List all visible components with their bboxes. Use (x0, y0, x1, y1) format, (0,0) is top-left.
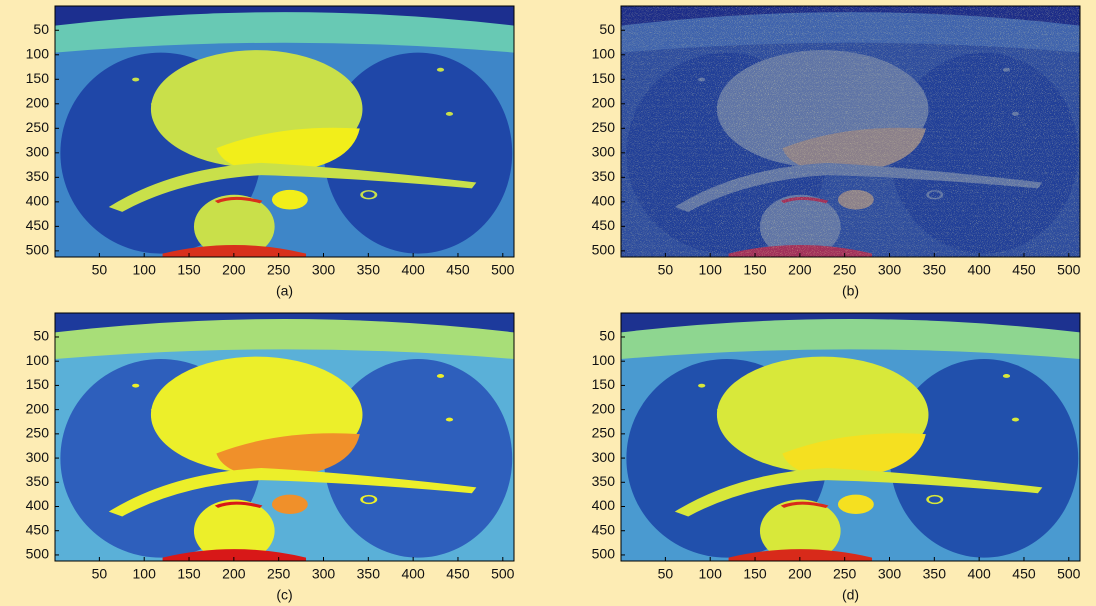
x-tick-label: 400 (967, 566, 991, 582)
x-tick-label: 150 (743, 566, 767, 582)
y-tick-label: 300 (26, 449, 50, 465)
x-tick-label: 150 (177, 262, 201, 278)
y-tick-label: 400 (26, 497, 50, 513)
x-tick-label: 350 (357, 566, 381, 582)
y-tick-label: 250 (26, 425, 50, 441)
x-tick-label: 500 (491, 566, 515, 582)
panel-caption: (b) (842, 283, 859, 299)
scan-image (55, 313, 514, 562)
x-tick-label: 50 (658, 262, 674, 278)
y-tick-label: 350 (592, 168, 616, 184)
x-tick-label: 150 (743, 262, 767, 278)
y-tick-label: 150 (592, 70, 616, 86)
panel-caption: (c) (276, 587, 292, 603)
y-tick-label: 500 (26, 242, 50, 258)
x-tick-label: 150 (177, 566, 201, 582)
x-tick-label: 300 (312, 262, 336, 278)
y-tick-label: 450 (26, 217, 50, 233)
x-tick-label: 500 (1057, 566, 1081, 582)
y-tick-label: 300 (592, 449, 616, 465)
x-tick-label: 250 (833, 566, 857, 582)
y-tick-label: 450 (26, 521, 50, 537)
x-tick-label: 400 (401, 566, 425, 582)
y-tick-label: 150 (26, 70, 50, 86)
y-tick-label: 50 (599, 21, 615, 37)
x-tick-label: 100 (133, 262, 157, 278)
y-tick-label: 50 (33, 328, 49, 344)
x-tick-label: 250 (267, 566, 291, 582)
x-tick-label: 50 (92, 262, 108, 278)
x-tick-label: 450 (446, 262, 470, 278)
x-tick-label: 100 (699, 566, 723, 582)
x-tick-label: 500 (491, 262, 515, 278)
x-tick-label: 450 (446, 566, 470, 582)
x-tick-label: 200 (222, 262, 246, 278)
x-tick-label: 500 (1057, 262, 1081, 278)
y-tick-label: 50 (33, 21, 49, 37)
x-tick-label: 350 (923, 566, 947, 582)
x-tick-label: 450 (1012, 566, 1036, 582)
x-tick-label: 200 (222, 566, 246, 582)
y-tick-label: 500 (26, 546, 50, 562)
y-tick-label: 300 (592, 144, 616, 160)
y-tick-label: 150 (26, 376, 50, 392)
x-tick-label: 50 (658, 566, 674, 582)
y-tick-label: 500 (592, 546, 616, 562)
panel-caption: (d) (842, 587, 859, 603)
figure: 50 100 150 200 250 300 350 400 450 500 50 100 150 200… (0, 0, 1096, 606)
x-tick-label: 300 (878, 262, 902, 278)
y-tick-label: 400 (26, 193, 50, 209)
x-tick-label: 450 (1012, 262, 1036, 278)
y-tick-label: 400 (592, 497, 616, 513)
y-tick-label: 250 (592, 425, 616, 441)
y-tick-label: 100 (592, 352, 616, 368)
y-tick-label: 250 (592, 119, 616, 135)
y-tick-label: 200 (26, 400, 50, 416)
x-tick-label: 300 (312, 566, 336, 582)
scan-image (621, 313, 1080, 562)
y-tick-label: 200 (26, 95, 50, 111)
x-tick-label: 250 (833, 262, 857, 278)
x-tick-label: 250 (267, 262, 291, 278)
x-tick-label: 100 (133, 566, 157, 582)
y-tick-label: 450 (592, 521, 616, 537)
y-tick-label: 500 (592, 242, 616, 258)
y-tick-label: 400 (592, 193, 616, 209)
y-tick-label: 100 (26, 45, 50, 61)
y-tick-label: 350 (26, 168, 50, 184)
x-tick-label: 300 (878, 566, 902, 582)
y-tick-label: 150 (592, 376, 616, 392)
y-tick-label: 50 (599, 328, 615, 344)
x-tick-label: 350 (357, 262, 381, 278)
x-tick-label: 400 (967, 262, 991, 278)
x-tick-label: 200 (788, 262, 812, 278)
scan-image (621, 6, 1080, 258)
x-tick-label: 50 (92, 566, 108, 582)
panel-caption: (a) (276, 283, 293, 299)
scan-image (55, 6, 514, 258)
x-tick-label: 100 (699, 262, 723, 278)
x-tick-label: 200 (788, 566, 812, 582)
y-tick-label: 350 (26, 473, 50, 489)
x-tick-label: 350 (923, 262, 947, 278)
x-tick-label: 400 (401, 262, 425, 278)
y-tick-label: 450 (592, 217, 616, 233)
y-tick-label: 350 (592, 473, 616, 489)
y-tick-label: 200 (592, 400, 616, 416)
y-tick-label: 100 (26, 352, 50, 368)
y-tick-label: 250 (26, 119, 50, 135)
y-tick-label: 300 (26, 144, 50, 160)
y-tick-label: 200 (592, 95, 616, 111)
y-tick-label: 100 (592, 45, 616, 61)
